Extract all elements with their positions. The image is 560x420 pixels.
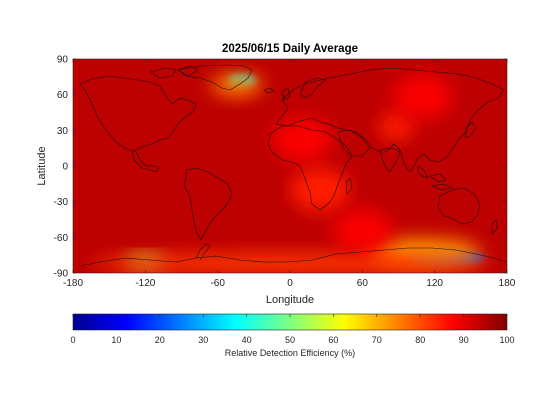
y-tick-label: 0 (62, 162, 68, 173)
coastline-scandinavia (299, 77, 327, 99)
coastline-iceland (263, 87, 275, 94)
coastline-south-america (183, 167, 233, 241)
colorbar-tick-label: 80 (415, 335, 425, 345)
colorbar-tick-label: 70 (372, 335, 382, 345)
coastline-british-isles (281, 87, 291, 101)
coastline-india (379, 147, 401, 173)
colorbar-tick-label: 40 (242, 335, 252, 345)
colorbar-label: Relative Detection Efficiency (%) (225, 348, 355, 358)
plot-area (73, 59, 507, 273)
coastline-antarctica (79, 247, 507, 267)
y-tick-label: 90 (57, 55, 69, 66)
y-tick-label: -90 (54, 269, 69, 280)
coastline-arabia (337, 129, 371, 157)
colorbar-tick-label: 90 (459, 335, 469, 345)
heatmap-feature (392, 75, 453, 120)
coastline-japan (465, 121, 477, 139)
y-tick-label: -30 (54, 197, 69, 208)
coastline-greenland (177, 64, 253, 91)
coastline-new-zealand (491, 219, 499, 235)
x-tick-label: 60 (357, 278, 369, 289)
x-axis: -180 -120 -60 0 60 120 180 (63, 59, 516, 289)
colorbar-tick-label: 50 (285, 335, 295, 345)
x-tick-label: 0 (287, 278, 293, 289)
colorbar-ticks: 0 10 20 30 40 50 60 70 80 90 100 (70, 314, 515, 345)
colorbar-tick-label: 30 (198, 335, 208, 345)
heatmap-feature (210, 74, 263, 97)
heatmap-feature (378, 112, 415, 141)
heatmap-feature (332, 209, 393, 254)
y-axis: -90 -60 -30 0 30 60 90 (54, 55, 507, 280)
coastlines (79, 64, 507, 267)
x-tick-label: 120 (426, 278, 443, 289)
y-axis-label: Latitude (36, 146, 48, 185)
x-tick-label: -60 (210, 278, 225, 289)
x-axis-label: Longitude (266, 294, 314, 306)
coastline-antarctic-peninsula (195, 243, 211, 261)
y-tick-label: 30 (57, 126, 69, 137)
y-tick-label: 60 (57, 90, 69, 101)
colorbar-tick-label: 20 (155, 335, 165, 345)
coastline-southeast-asia (417, 165, 453, 191)
coastline-eurasia (275, 67, 505, 173)
chart-title: 2025/06/15 Daily Average (222, 43, 358, 55)
colorbar-tick-label: 100 (499, 335, 514, 345)
colorbar-tick-label: 10 (111, 335, 121, 345)
y-tick-label: -60 (54, 233, 69, 244)
coastline-canadian-arctic (149, 65, 199, 79)
heatmap-feature (90, 253, 490, 273)
x-tick-label: -120 (135, 278, 155, 289)
colorbar-tick-label: 0 (70, 335, 75, 345)
heatmap-feature (272, 117, 333, 162)
coastline-madagascar (345, 177, 353, 195)
coastline-africa (267, 125, 353, 211)
heatmap-features (90, 74, 490, 273)
coastline-north-america (79, 75, 197, 173)
x-tick-label: 180 (499, 278, 516, 289)
x-tick-label: -180 (63, 278, 83, 289)
heatmap-feature (290, 167, 351, 212)
coastline-australia (437, 187, 481, 225)
colorbar-tick-label: 60 (328, 335, 338, 345)
